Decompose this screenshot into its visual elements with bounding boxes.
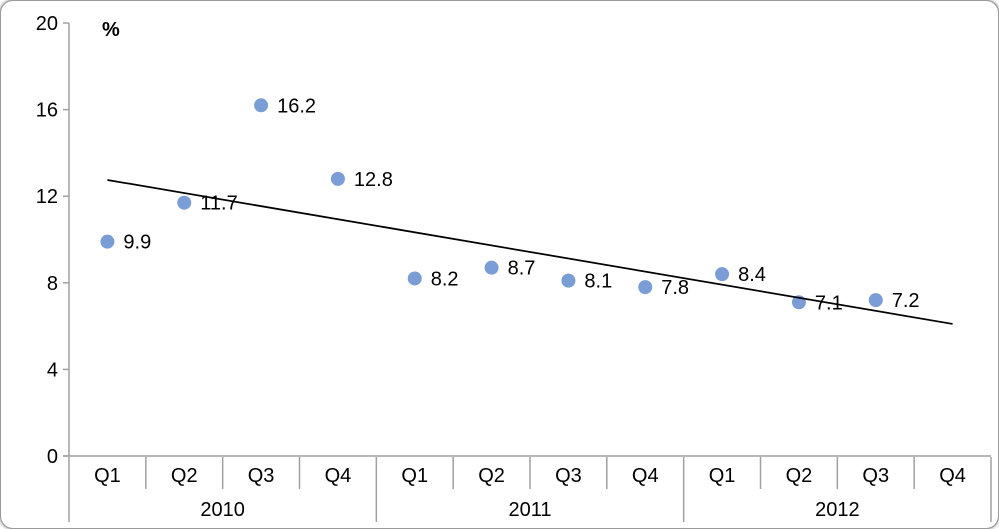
y-tick-label: 20 — [36, 13, 58, 35]
data-point — [715, 267, 730, 282]
data-point-label: 8.7 — [508, 258, 536, 280]
y-axis-unit-label: % — [102, 19, 120, 41]
data-point-label: 8.4 — [738, 264, 766, 286]
quarter-label: Q3 — [248, 465, 275, 487]
data-point — [177, 195, 192, 210]
data-point — [407, 271, 422, 286]
data-point-label: 8.2 — [431, 268, 459, 290]
data-point-label: 7.8 — [661, 277, 689, 299]
y-tick-label: 16 — [36, 100, 58, 122]
quarter-label: Q2 — [478, 465, 505, 487]
data-point-label: 8.1 — [584, 271, 612, 293]
year-label: 2012 — [815, 499, 860, 521]
data-point-label: 7.2 — [892, 290, 920, 312]
quarter-label: Q1 — [94, 465, 121, 487]
quarter-label: Q3 — [555, 465, 582, 487]
quarter-label: Q2 — [171, 465, 198, 487]
quarter-label: Q1 — [709, 465, 736, 487]
data-point — [638, 280, 653, 295]
quarter-label: Q1 — [401, 465, 428, 487]
data-point-label: 9.9 — [123, 232, 151, 254]
quarter-label: Q4 — [632, 465, 659, 487]
data-point — [330, 171, 345, 186]
data-point — [868, 293, 883, 308]
quarter-label: Q3 — [862, 465, 889, 487]
y-tick-label: 12 — [36, 186, 58, 208]
data-point-label: 12.8 — [354, 169, 393, 191]
y-tick-label: 4 — [47, 359, 58, 381]
quarter-label: Q2 — [786, 465, 813, 487]
data-point-label: 16.2 — [277, 95, 316, 117]
trendline — [107, 179, 953, 325]
quarter-label: Q4 — [325, 465, 352, 487]
y-tick-label: 8 — [47, 273, 58, 295]
y-tick-label: 0 — [47, 446, 58, 468]
data-point — [484, 260, 499, 275]
quarter-label: Q4 — [939, 465, 966, 487]
data-point — [254, 98, 269, 113]
year-label: 2010 — [200, 499, 245, 521]
data-point — [561, 273, 576, 288]
data-point — [100, 234, 115, 249]
year-label: 2011 — [508, 499, 551, 521]
